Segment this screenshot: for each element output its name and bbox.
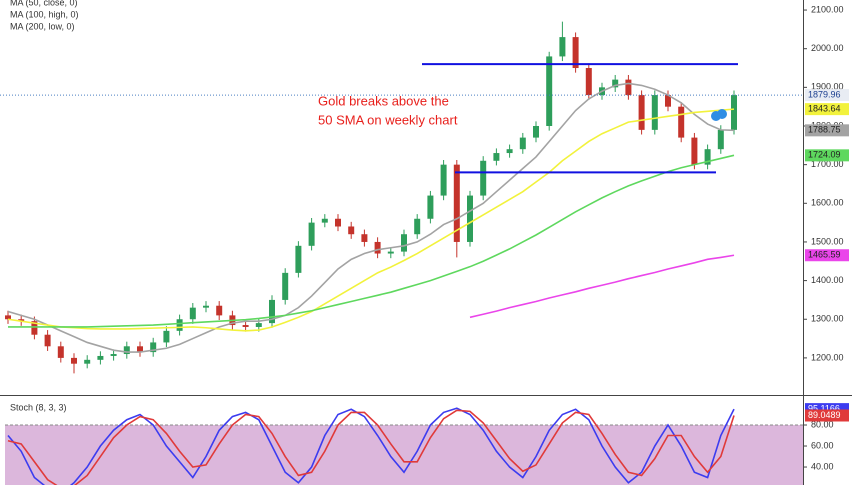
candle-body: [176, 319, 183, 331]
value-tag-bg: [805, 149, 849, 162]
legend-entry: MA (100, high, 0): [10, 9, 79, 19]
candle-body: [467, 195, 473, 242]
value-tag: 1879.96: [808, 89, 841, 99]
candle-body: [335, 218, 341, 227]
ma-line: [7, 409, 735, 485]
annotation: Gold breaks above the: [318, 93, 449, 108]
value-tag-bg: [805, 249, 849, 262]
legend-entry: MA (50, close, 0): [10, 0, 78, 7]
candle-body: [44, 334, 51, 347]
candle-body: [546, 56, 553, 126]
value-tag: 1788.75: [808, 125, 841, 135]
candle-body: [731, 95, 737, 130]
candle-body: [255, 323, 262, 327]
y-tick-label: 1300.00: [811, 314, 844, 324]
candle-body: [387, 251, 394, 254]
candle-body: [97, 355, 104, 360]
ma-line: [7, 407, 735, 485]
ma-line: [7, 82, 735, 353]
legend-entry: MA (200, low, 0): [10, 21, 75, 31]
candle-body: [559, 37, 566, 57]
candle-body: [137, 346, 143, 353]
value-tag: 89.0489: [808, 410, 841, 420]
candle-body: [691, 137, 698, 165]
candle-body: [348, 226, 355, 235]
candle-body: [374, 241, 381, 254]
candle-body: [163, 330, 170, 343]
candle-body: [242, 325, 249, 327]
candle-body: [123, 346, 130, 355]
ma-line: [8, 154, 735, 328]
value-tag: 1843.64: [808, 104, 841, 114]
y-tick-label: 1200.00: [811, 352, 844, 362]
candle-body: [493, 153, 500, 161]
candle-body: [84, 359, 91, 364]
candle-body: [480, 160, 487, 196]
candle-body: [295, 245, 302, 273]
candle-body: [216, 305, 223, 316]
event-marker: [717, 109, 727, 119]
candle-body: [638, 95, 645, 130]
candle-body: [678, 106, 685, 138]
value-tag: 95.1166: [808, 403, 840, 413]
value-tag-bg: [805, 124, 849, 137]
candle-body: [440, 164, 447, 196]
y-tick-label: 1500.00: [811, 236, 844, 246]
candle-body: [203, 305, 209, 308]
candle-body: [282, 272, 289, 300]
candle-body: [71, 357, 77, 364]
panel-title: Stoch (8, 3, 3): [10, 402, 67, 412]
ma-line: [7, 108, 735, 332]
ma-line: [469, 254, 735, 319]
candle-body: [427, 195, 434, 219]
candle-body: [110, 354, 117, 356]
value-tag-bg: [805, 409, 849, 422]
candle-body: [361, 234, 368, 242]
annotation: 50 SMA on weekly chart: [318, 112, 458, 127]
y-tick-label: 2000.00: [811, 43, 844, 53]
candle-body: [533, 125, 539, 138]
value-tag: 1724.09: [808, 150, 841, 160]
candle-body: [57, 346, 64, 358]
candle-body: [5, 315, 11, 320]
y-tick-label: 1700.00: [811, 159, 844, 169]
candle-body: [150, 342, 157, 353]
y-tick-label: 60.00: [811, 440, 834, 450]
candle-body: [453, 164, 460, 242]
candle-body: [18, 319, 25, 322]
candle-body: [665, 95, 671, 107]
y-tick-label: 2100.00: [811, 4, 844, 14]
stoch-band: [5, 425, 803, 485]
y-tick-label: 40.00: [811, 461, 834, 471]
candle-body: [269, 299, 275, 324]
candle-body: [414, 218, 421, 235]
y-tick-label: 1900.00: [811, 82, 844, 92]
candle-body: [625, 79, 632, 96]
y-tick-label: 80.00: [811, 419, 834, 429]
candle-body: [612, 79, 619, 88]
candle-body: [189, 307, 196, 320]
price-panel: 1200.00 1300.00 1400.00 1500.00 1600.00 1700.…: [0, 0, 849, 374]
y-tick-label: 1600.00: [811, 198, 844, 208]
y-tick-label: 1400.00: [811, 275, 844, 285]
candle-body: [585, 68, 592, 96]
candle-body: [506, 149, 513, 154]
candle-body: [308, 222, 315, 246]
candle-body: [572, 37, 579, 69]
value-tag: 1465.59: [808, 250, 841, 260]
value-tag-bg: [805, 89, 849, 102]
candle-body: [704, 149, 711, 165]
candle-body: [717, 129, 724, 150]
candle-body: [651, 95, 658, 130]
candle-body: [519, 137, 526, 150]
candle-body: [321, 218, 328, 223]
candle-body: [31, 321, 38, 335]
candle-body: [401, 234, 407, 252]
value-tag-bg: [805, 103, 849, 116]
